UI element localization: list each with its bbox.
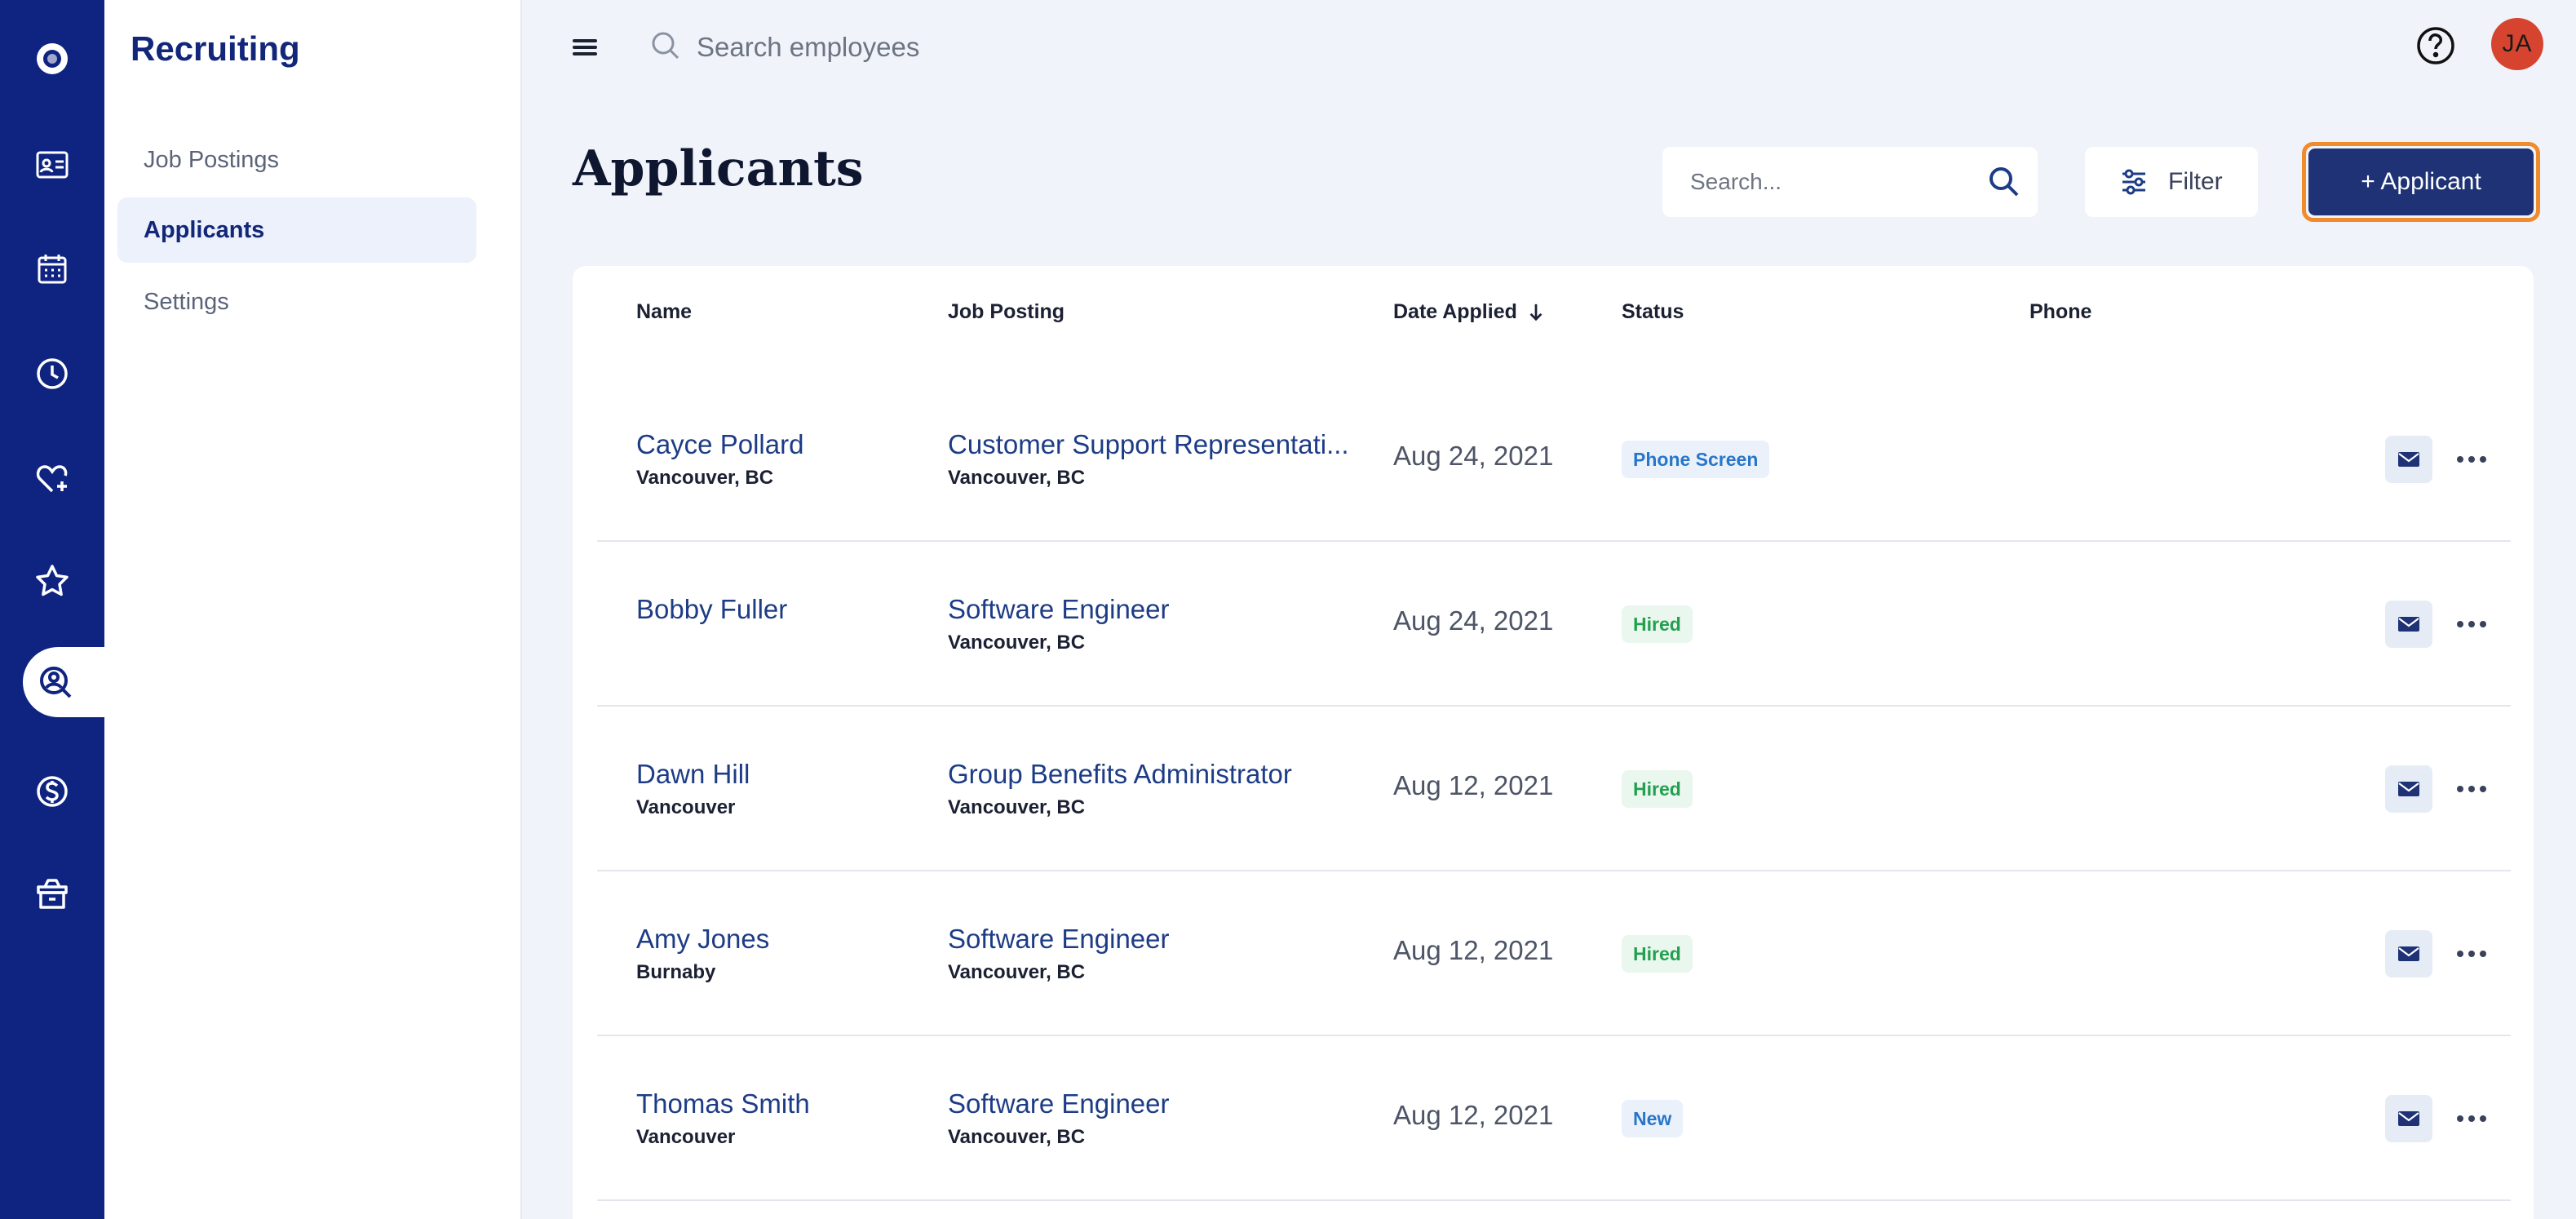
search-icon[interactable] xyxy=(1985,163,2023,201)
table-row[interactable]: Bobby Fuller Software Engineer Vancouver… xyxy=(597,542,2511,707)
filter-button[interactable]: Filter xyxy=(2085,147,2258,217)
job-posting-location: Vancouver, BC xyxy=(948,796,1086,818)
table-row[interactable]: Amy Jones Burnaby Software Engineer Vanc… xyxy=(597,871,2511,1036)
date-applied: Aug 24, 2021 xyxy=(1393,441,1554,471)
heart-plus-icon[interactable] xyxy=(28,454,77,503)
column-header-date-applied[interactable]: Date Applied xyxy=(1393,300,1545,324)
email-button[interactable] xyxy=(2385,765,2432,813)
sort-down-arrow-icon xyxy=(1529,304,1543,321)
job-posting-title[interactable]: Software Engineer xyxy=(948,924,1170,954)
sidebar-item-job-postings[interactable]: Job Postings xyxy=(144,146,280,173)
more-options-icon[interactable] xyxy=(2447,942,2496,966)
logo-circle-icon[interactable] xyxy=(28,34,77,83)
table-row[interactable]: Thomas Smith Vancouver Software Engineer… xyxy=(597,1036,2511,1201)
sidebar-item-applicants[interactable]: Applicants xyxy=(117,197,476,263)
table-row[interactable]: Dawn Hill Vancouver Group Benefits Admin… xyxy=(597,707,2511,871)
column-header-phone[interactable]: Phone xyxy=(2029,300,2092,323)
applicant-location: Vancouver xyxy=(636,796,736,818)
sidebar-item-settings[interactable]: Settings xyxy=(144,288,229,315)
envelope-icon xyxy=(2398,617,2419,632)
more-options-icon[interactable] xyxy=(2447,447,2496,472)
more-options-icon[interactable] xyxy=(2447,777,2496,801)
avatar[interactable]: JA xyxy=(2491,18,2543,70)
table-row[interactable]: Cayce Pollard Vancouver, BC Customer Sup… xyxy=(597,377,2511,542)
job-posting-title[interactable]: Customer Support Representati... xyxy=(948,429,1349,459)
status-badge: Hired xyxy=(1622,605,1693,643)
help-icon[interactable] xyxy=(2413,23,2459,69)
envelope-icon xyxy=(2398,946,2419,961)
status-badge: Hired xyxy=(1622,770,1693,808)
job-posting-title[interactable]: Software Engineer xyxy=(948,594,1170,624)
applicants-table: Name Job Posting Date Applied Status Pho… xyxy=(573,266,2534,1219)
date-applied: Aug 24, 2021 xyxy=(1393,605,1554,636)
applicant-location: Vancouver, BC xyxy=(636,467,774,489)
job-posting-cell: Customer Support Representati... Vancouv… xyxy=(948,429,1372,490)
envelope-icon xyxy=(2398,452,2419,467)
envelope-icon xyxy=(2398,1111,2419,1126)
applicant-location: Vancouver xyxy=(636,1126,736,1148)
column-header-name[interactable]: Name xyxy=(636,300,693,323)
search-icon xyxy=(648,28,684,64)
email-button[interactable] xyxy=(2385,1095,2432,1142)
status-badge: New xyxy=(1622,1100,1684,1137)
status-badge: Hired xyxy=(1622,935,1693,973)
applicant-search-box xyxy=(1662,147,2038,217)
job-posting-cell: Software Engineer Vancouver, BC xyxy=(948,594,1372,654)
applicant-name[interactable]: Cayce Pollard xyxy=(636,429,804,459)
more-options-icon[interactable] xyxy=(2447,612,2496,636)
date-applied: Aug 12, 2021 xyxy=(1393,935,1554,965)
email-button[interactable] xyxy=(2385,601,2432,648)
applicant-name-cell: Thomas Smith Vancouver xyxy=(636,1088,810,1149)
column-header-status[interactable]: Status xyxy=(1622,300,1684,323)
email-button[interactable] xyxy=(2385,436,2432,483)
job-posting-location: Vancouver, BC xyxy=(948,467,1086,489)
applicant-name-cell: Bobby Fuller xyxy=(636,594,787,632)
rail-active-tab xyxy=(23,647,104,717)
more-options-icon[interactable] xyxy=(2447,1106,2496,1131)
sliders-icon xyxy=(2122,169,2145,195)
person-search-icon[interactable] xyxy=(31,658,80,707)
applicant-name-cell: Dawn Hill Vancouver xyxy=(636,759,750,819)
job-posting-location: Vancouver, BC xyxy=(948,961,1086,983)
applicant-name[interactable]: Dawn Hill xyxy=(636,759,750,789)
recruiting-sidebar: Recruiting Job Postings Applicants Setti… xyxy=(104,0,522,1219)
id-card-icon[interactable] xyxy=(28,140,77,189)
status-badge: Phone Screen xyxy=(1622,441,1770,478)
job-posting-cell: Software Engineer Vancouver, BC xyxy=(948,924,1372,984)
applicant-name[interactable]: Thomas Smith xyxy=(636,1088,810,1119)
employee-search-input[interactable] xyxy=(697,24,1268,70)
job-posting-cell: Group Benefits Administrator Vancouver, … xyxy=(948,759,1372,819)
clock-icon[interactable] xyxy=(28,349,77,398)
job-posting-location: Vancouver, BC xyxy=(948,632,1086,654)
app-rail xyxy=(0,0,104,1219)
applicant-name[interactable]: Bobby Fuller xyxy=(636,594,788,624)
date-applied: Aug 12, 2021 xyxy=(1393,1100,1554,1130)
add-applicant-label: + Applicant xyxy=(2308,148,2534,215)
job-posting-title[interactable]: Group Benefits Administrator xyxy=(948,759,1292,789)
applicant-search-input[interactable] xyxy=(1690,163,1967,201)
add-applicant-button[interactable]: + Applicant xyxy=(2302,142,2540,222)
applicant-location: Burnaby xyxy=(636,961,716,983)
hamburger-menu-icon[interactable] xyxy=(568,33,604,62)
applicant-name-cell: Cayce Pollard Vancouver, BC xyxy=(636,429,803,490)
column-header-job-posting[interactable]: Job Posting xyxy=(948,300,1065,323)
job-posting-title[interactable]: Software Engineer xyxy=(948,1088,1170,1119)
date-applied: Aug 12, 2021 xyxy=(1393,770,1554,800)
calendar-icon[interactable] xyxy=(28,245,77,294)
page-title: Applicants xyxy=(573,140,864,197)
star-icon[interactable] xyxy=(28,556,77,605)
job-posting-cell: Software Engineer Vancouver, BC xyxy=(948,1088,1372,1149)
applicant-name-cell: Amy Jones Burnaby xyxy=(636,924,769,984)
dollar-icon[interactable] xyxy=(28,767,77,816)
filter-label: Filter xyxy=(2168,168,2223,195)
email-button[interactable] xyxy=(2385,930,2432,977)
gift-box-icon[interactable] xyxy=(28,870,77,919)
applicant-name[interactable]: Amy Jones xyxy=(636,924,770,954)
envelope-icon xyxy=(2398,782,2419,796)
sidebar-title: Recruiting xyxy=(131,29,300,68)
job-posting-location: Vancouver, BC xyxy=(948,1126,1086,1148)
